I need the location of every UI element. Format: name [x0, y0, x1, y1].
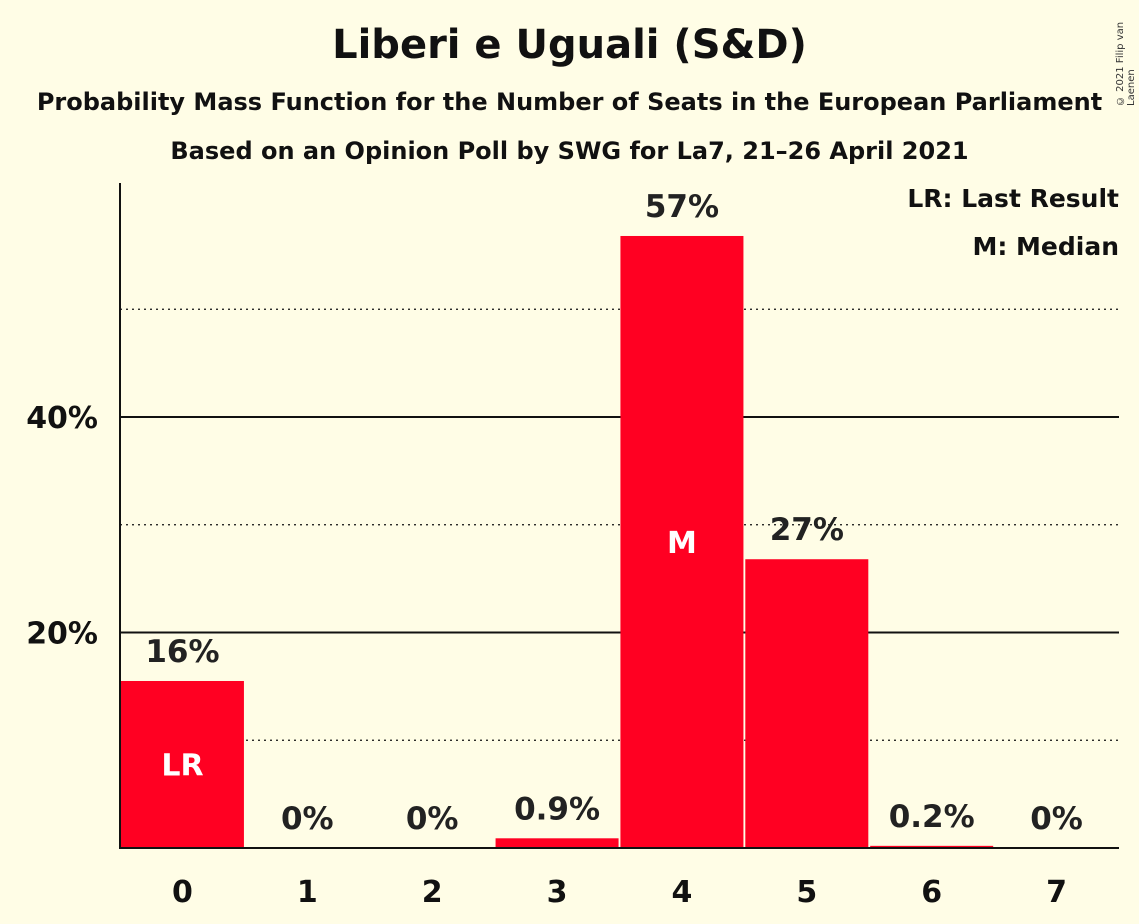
legend-median: M: Median	[972, 232, 1119, 261]
median-marker: M	[667, 526, 697, 561]
bar-value-label: 0%	[1030, 801, 1083, 837]
x-tick-label: 7	[1046, 875, 1067, 910]
bar-value-label: 27%	[770, 512, 844, 548]
legend-last-result: LR: Last Result	[907, 184, 1119, 213]
bar-value-label: 0%	[406, 801, 459, 837]
y-tick-label: 20%	[26, 617, 98, 652]
x-tick-label: 5	[796, 875, 817, 910]
bars	[120, 235, 994, 849]
bar-value-label: 0.9%	[514, 791, 600, 827]
axes	[119, 183, 1119, 849]
bar	[870, 845, 994, 848]
x-tick-label: 0	[172, 875, 193, 910]
bar-value-label: 0%	[281, 801, 334, 837]
x-tick-label: 3	[547, 875, 568, 910]
gridlines	[120, 308, 1119, 741]
bar	[745, 559, 869, 848]
bar	[620, 235, 744, 849]
chart-subtitle: Probability Mass Function for the Number…	[36, 88, 1103, 116]
bar-value-label: 0.2%	[889, 799, 975, 835]
x-tick-label: 4	[672, 875, 693, 910]
last-result-marker: LR	[161, 748, 203, 783]
chart-source-line: Based on an Opinion Poll by SWG for La7,…	[170, 137, 969, 165]
labels: 20% 40% 16% LR 0 0% 1 0% 2 0.9% 3 57% M 4 27% 5 0.2% 6 0% 7	[26, 189, 1083, 910]
chart-title: Liberi e Uguali (S&D)	[332, 22, 807, 68]
x-tick-label: 1	[297, 875, 318, 910]
x-tick-label: 6	[921, 875, 942, 910]
bar	[495, 838, 619, 848]
y-tick-label: 40%	[26, 401, 98, 436]
bar-value-label: 57%	[645, 189, 719, 225]
bar	[120, 680, 244, 848]
bar-value-label: 16%	[145, 634, 219, 670]
x-tick-label: 2	[422, 875, 443, 910]
